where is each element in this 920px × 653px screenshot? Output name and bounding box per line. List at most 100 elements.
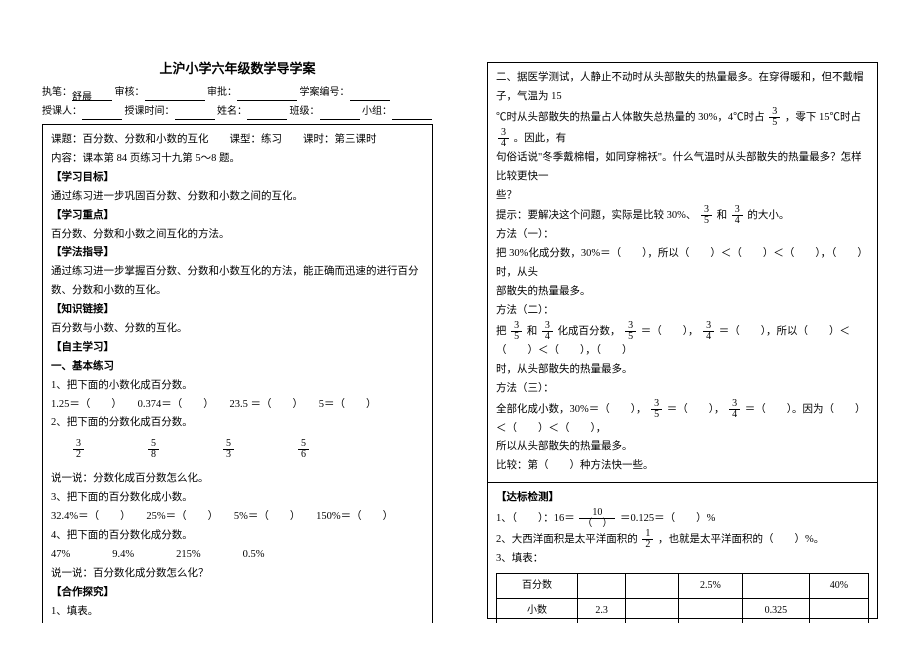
m3b: ＝（ ）， [667, 403, 725, 414]
header-row-2: 授课人： 授课时间： 姓名： 班级： 小组： [42, 103, 433, 120]
p2c: 。因此，有 [514, 133, 567, 144]
t3: 3、填表： [496, 550, 869, 569]
m2-h: 方法（二）： [496, 302, 869, 321]
test-h: 【达标检测】 [496, 489, 869, 508]
coop-h: 【合作探究】 [51, 584, 424, 603]
t2-r1-h: 百分数 [497, 574, 578, 599]
hint: 提示：要解决这个问题，实际是比较 30%、 35 和 34 的大小。 [496, 205, 869, 226]
hint-c: 的大小。 [747, 210, 789, 221]
doc-title: 上沪小学六年级数学导学案 [42, 58, 433, 80]
t2-c: 2.3 [578, 599, 626, 623]
frac-1-2: 12 [642, 529, 653, 550]
frac-row: 32 58 53 56 [71, 439, 424, 460]
method-h: 【学法指导】 [51, 244, 424, 263]
link-text: 百分数与小数、分数的互化。 [51, 320, 424, 339]
link-h: 【知识链接】 [51, 301, 424, 320]
table-row: 小数 2.3 0.325 [497, 599, 869, 623]
t2-c: 40% [809, 574, 868, 599]
class-fill [320, 108, 360, 120]
t2-c: 0.325 [742, 599, 809, 623]
right-content-box: 二、据医学测试，人静止不动时从头部散失的热量最多。在穿得暖和，但不戴帽子，气温为… [487, 62, 878, 619]
m2c: 化成百分数， [558, 326, 621, 337]
lbl-class: 班级： [290, 106, 320, 117]
frac-5-6: 56 [298, 439, 309, 460]
author-fill: 舒晨 [72, 89, 112, 101]
method-text: 通过练习进一步掌握百分数、分数和小数互化的方法，能正确而迅速的进行百分数、分数和… [51, 263, 424, 301]
q3: 3、把下面的百分数化成小数。 [51, 489, 424, 508]
frac-3-5: 35 [701, 205, 712, 226]
caseno-fill [350, 89, 390, 101]
m2b: 和 [527, 326, 538, 337]
frac-3-5: 35 [511, 321, 522, 342]
divider [488, 482, 877, 483]
focus-text: 百分数、分数和小数之间互化的方法。 [51, 226, 424, 245]
m3d: 所以从头部散失的热量最多。 [496, 438, 869, 457]
lbl-author: 执笔： [42, 87, 72, 98]
q2: 2、把下面的分数化成百分数。 [51, 414, 424, 433]
t1a: 1、（ ）：16＝ [496, 513, 575, 524]
left-page: 上沪小学六年级数学导学案 执笔：舒晨 审核： 审批： 学案编号： 授课人： 授课… [30, 50, 445, 623]
q1: 1、把下面的小数化成百分数。 [51, 377, 424, 396]
p2a: ℃时从头部散失的热量占人体散失总热量的 30%，4℃时占 [496, 112, 765, 123]
say1: 说一说：分数化成百分数怎么化。 [51, 470, 424, 489]
frac-3-4: 34 [498, 128, 509, 149]
lbl-group: 小组： [362, 106, 392, 117]
t2a: 2、大西洋面积是太平洋面积的 [496, 534, 638, 545]
lbl-approve: 审批： [207, 87, 237, 98]
m2-line: 把 35 和 34 化成百分数， 35 ＝（ ）， 34 ＝（ ），所以（ ）＜… [496, 321, 869, 361]
p2: ℃时从头部散失的热量占人体散失总热量的 30%，4℃时占 35 ，零下 15℃时… [496, 107, 869, 149]
m1a: 把 30%化成分数，30%＝（ ），所以（ ）＜（ ）＜（ ），（ ）时，从头 [496, 245, 869, 283]
t2: 2、大西洋面积是太平洋面积的 12 ，也就是太平洋面积的（ ）%。 [496, 529, 869, 550]
p4: 些？ [496, 187, 869, 206]
m2d: ＝（ ）， [641, 326, 699, 337]
frac-3-2: 32 [73, 439, 84, 460]
t2-c: 2.5% [679, 574, 743, 599]
q1-items: 1.25＝（ ） 0.374＝（ ） 23.5 ＝（ ） 5＝（ ） [51, 396, 424, 415]
t2b: ，也就是太平洋面积的（ ）%。 [658, 534, 824, 545]
m3a: 全部化成小数，30%＝（ ）， [496, 403, 647, 414]
table-2: 百分数 2.5% 40% 小数 2.3 0.325 分数 49 720 [496, 573, 869, 623]
m1b: 部散失的热量最多。 [496, 283, 869, 302]
fill-label: 1、填表。 [51, 603, 424, 622]
m1-h: 方法（一）： [496, 226, 869, 245]
approve-fill [237, 89, 297, 101]
frac-10-blank: 10（ ） [579, 508, 615, 529]
t2-c [679, 599, 743, 623]
goal-text: 通过练习进一步巩固百分数、分数和小数之间的互化。 [51, 188, 424, 207]
basic-h: 一、基本练习 [51, 358, 424, 377]
header-row-1: 执笔：舒晨 审核： 审批： 学案编号： [42, 84, 433, 101]
frac-5-3: 53 [223, 439, 234, 460]
compare: 比较：第（ ）种方法快一些。 [496, 457, 869, 476]
frac-3-5: 35 [651, 399, 662, 420]
lbl-name: 姓名： [217, 106, 247, 117]
t2-c [626, 574, 679, 599]
m2f: 时，从头部散失的热量最多。 [496, 361, 869, 380]
table-row: 百分数 2.5% 40% [497, 574, 869, 599]
q3-items: 32.4%＝（ ） 25%＝（ ） 5%＝（ ） 150%＝（ ） [51, 508, 424, 527]
focus-h: 【学习重点】 [51, 207, 424, 226]
p2b: ，零下 15℃时占 [785, 112, 861, 123]
t2-c [626, 599, 679, 623]
lbl-caseno: 学案编号： [300, 87, 350, 98]
goal-h: 【学习目标】 [51, 169, 424, 188]
hint-a: 提示：要解决这个问题，实际是比较 30%、 [496, 210, 696, 221]
t1: 1、（ ）：16＝ 10（ ） ＝0.125＝（ ）% [496, 508, 869, 529]
self-h: 【自主学习】 [51, 339, 424, 358]
p1: 二、据医学测试，人静止不动时从头部散失的热量最多。在穿得暖和，但不戴帽子，气温为… [496, 69, 869, 107]
lbl-teacher: 授课人： [42, 106, 82, 117]
t2-r2-h: 小数 [497, 599, 578, 623]
m2a: 把 [496, 326, 507, 337]
name-fill [247, 108, 287, 120]
lbl-time: 授课时间： [125, 106, 175, 117]
lbl-review: 审核： [115, 87, 145, 98]
say2: 说一说：百分数化成分数怎么化？ [51, 565, 424, 584]
m3-line: 全部化成小数，30%＝（ ）， 35 ＝（ ）， 34 ＝（ ）。因为（ ）＜（… [496, 399, 869, 439]
frac-3-5: 35 [769, 107, 780, 128]
q4-items: 47% 9.4% 215% 0.5% [51, 546, 424, 565]
frac-3-4: 34 [542, 321, 553, 342]
t2-c [742, 574, 809, 599]
frac-3-4: 34 [732, 205, 743, 226]
p3: 句俗话说"冬季戴棉帽，如同穿棉袄"。什么气温时从头部散失的热量最多？怎样比较更快… [496, 149, 869, 187]
time-fill [175, 108, 215, 120]
m3-h: 方法（三）： [496, 380, 869, 399]
